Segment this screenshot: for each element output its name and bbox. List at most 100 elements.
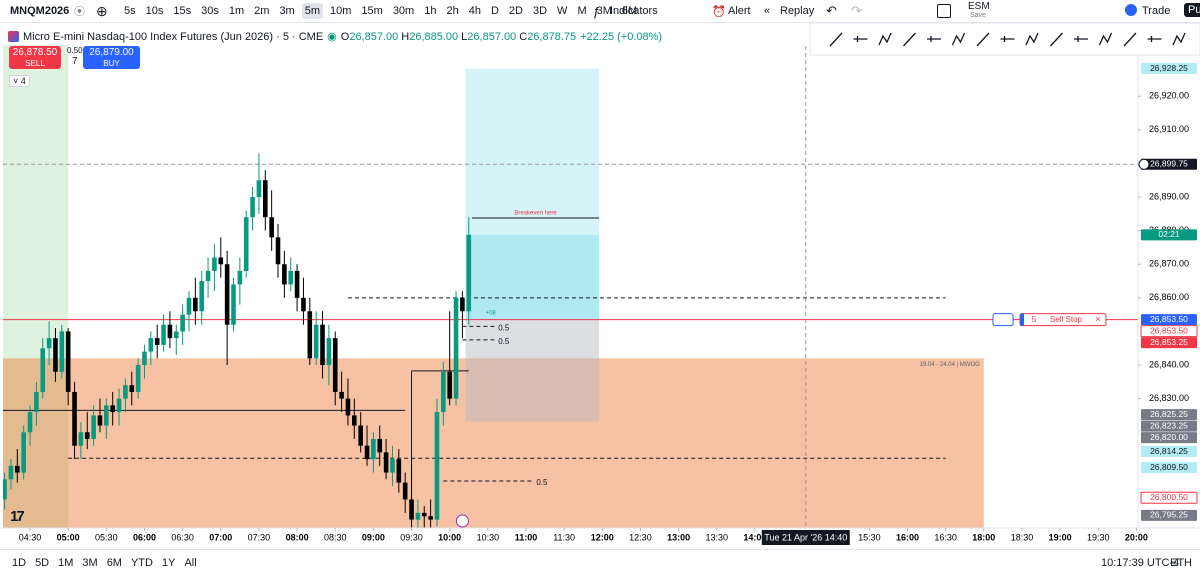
candle-body <box>15 465 20 473</box>
range-button[interactable]: 6M <box>106 557 122 569</box>
session-toggle[interactable]: ETH <box>1170 557 1192 569</box>
candle-body <box>34 391 39 413</box>
drawing-tool-icon[interactable] <box>951 32 966 46</box>
drawing-tool-icon[interactable] <box>1074 36 1088 42</box>
candle-body <box>371 438 376 460</box>
redo[interactable]: ↷ <box>851 3 862 18</box>
layout-icon[interactable] <box>937 4 951 18</box>
interval-button[interactable]: 2m <box>254 5 270 17</box>
price-tag-label: 26,899.75 <box>1150 159 1188 169</box>
indicator-collapse[interactable]: ˅ 4 <box>9 75 30 87</box>
layout-name[interactable]: ESM <box>968 1 990 12</box>
order-quantity: 5 <box>1032 315 1037 324</box>
interval-button[interactable]: 30m <box>392 5 415 17</box>
range-button[interactable]: 1D <box>12 557 27 569</box>
candle-body <box>352 415 357 426</box>
candle-body <box>3 479 7 500</box>
range-button[interactable]: 5D <box>35 557 50 569</box>
price-tag <box>1141 229 1197 241</box>
drawing-tool-icon[interactable] <box>878 32 892 46</box>
drawing-label: 0.5 <box>498 324 510 333</box>
drawing-tool-icon[interactable] <box>927 36 941 42</box>
drawing-tool-icon[interactable] <box>1050 32 1063 47</box>
x-tick-label: 06:00 <box>133 532 156 542</box>
x-tick-label: 19:30 <box>1087 532 1110 542</box>
drawing-label: Breakeven here <box>514 211 557 217</box>
candle-body <box>40 348 46 392</box>
candle-body <box>53 338 58 372</box>
x-tick-label: 05:30 <box>95 532 118 542</box>
crosshair-add-button[interactable] <box>1138 158 1150 170</box>
drawing-tool-icon[interactable] <box>853 36 868 42</box>
x-tick-label: 19:00 <box>1049 532 1072 542</box>
layout-save[interactable]: Save <box>970 12 986 19</box>
quantity[interactable]: 7 <box>72 56 78 67</box>
ohlc-key: C <box>519 30 528 43</box>
undo[interactable]: ↶ <box>826 3 837 18</box>
alert-button[interactable]: Alert <box>728 5 751 17</box>
interval-button[interactable]: M <box>577 5 587 17</box>
interval-button[interactable]: 1h <box>424 5 437 17</box>
drawing-tool-icon[interactable] <box>1000 36 1015 42</box>
trade-button[interactable]: Trade <box>1142 5 1171 17</box>
interval-button[interactable]: 5s <box>124 5 136 17</box>
range-button[interactable]: YTD <box>130 557 153 569</box>
x-tick-label: 20:00 <box>1125 532 1148 542</box>
drawing-tool-icon[interactable] <box>829 32 843 47</box>
interval-button[interactable]: 30s <box>201 5 219 17</box>
interval-button[interactable]: 3D <box>532 5 548 17</box>
interval-button[interactable]: 2D <box>508 5 523 17</box>
order-tag-grip <box>1020 313 1024 326</box>
interval-button[interactable]: 2h <box>446 5 459 17</box>
interval-button[interactable]: 3M <box>596 5 612 17</box>
interval-button[interactable]: 6M <box>621 5 638 17</box>
compare-button[interactable]: ⊕ <box>96 2 108 19</box>
interval-button[interactable]: 3m <box>279 5 295 17</box>
interval-button[interactable]: 15s <box>173 5 192 17</box>
trade-icon[interactable] <box>1125 4 1137 16</box>
symbol[interactable]: MNQM2026 <box>10 5 70 17</box>
order-reverse-button[interactable] <box>992 313 1014 327</box>
event-marker[interactable] <box>455 514 469 528</box>
sell-button[interactable]: 26,878.50 SELL <box>9 46 61 69</box>
range-button[interactable]: All <box>184 557 197 569</box>
drawing-tool-icon[interactable] <box>1147 36 1162 42</box>
position-profit-zone <box>465 68 600 320</box>
interval-button[interactable]: W <box>557 5 568 17</box>
candle-body <box>275 237 281 265</box>
indicators-button[interactable]: Indicators <box>610 5 658 17</box>
indicators-icon[interactable]: ƒ <box>593 3 601 19</box>
interval-button[interactable]: 1m <box>228 5 245 17</box>
order-cancel[interactable]: × <box>1095 314 1100 324</box>
interval-button[interactable]: 5m <box>301 3 323 19</box>
candle-body <box>186 297 192 315</box>
interval-button[interactable]: 4h <box>468 5 481 17</box>
x-tick-label: 18:30 <box>1011 532 1034 542</box>
range-button[interactable]: 1M <box>58 557 74 569</box>
interval-button[interactable]: 15m <box>361 5 383 17</box>
range-button[interactable]: 3M <box>82 557 98 569</box>
interval-button[interactable]: 10m <box>330 5 352 17</box>
x-tick-label: 10:00 <box>438 532 461 542</box>
symbol-search-icon[interactable]: ⦿ <box>74 6 85 18</box>
sell-label: SELL <box>25 59 45 68</box>
interval-list: 5s 10s 15s 30s 1m 2m 3m 5m 10m 15m 30m 1h 2h 4h D 2D 3D W… <box>121 3 640 19</box>
interval-button[interactable]: 10s <box>145 5 164 17</box>
buy-button[interactable]: 26,879.00 BUY <box>83 46 140 69</box>
candle-body <box>332 338 338 392</box>
alert-icon[interactable]: ⏰ <box>712 5 726 18</box>
candle-body <box>415 512 421 520</box>
position-loss-zone <box>465 319 600 422</box>
drawing-tool-icon[interactable] <box>1123 32 1137 47</box>
interval-button[interactable]: D <box>490 5 499 17</box>
publish-button[interactable]: Pub <box>1184 3 1200 17</box>
drawing-tool-icon[interactable] <box>1172 32 1186 46</box>
replay-icon[interactable]: « <box>764 5 771 17</box>
drawing-tool-icon[interactable] <box>1025 32 1039 46</box>
drawing-tool-icon[interactable] <box>903 32 916 47</box>
candle-body <box>72 391 77 446</box>
range-button[interactable]: 1Y <box>161 557 176 569</box>
drawing-tool-icon[interactable] <box>976 32 990 47</box>
drawing-tool-icon[interactable] <box>1098 32 1113 46</box>
replay-button[interactable]: Replay <box>780 5 815 17</box>
